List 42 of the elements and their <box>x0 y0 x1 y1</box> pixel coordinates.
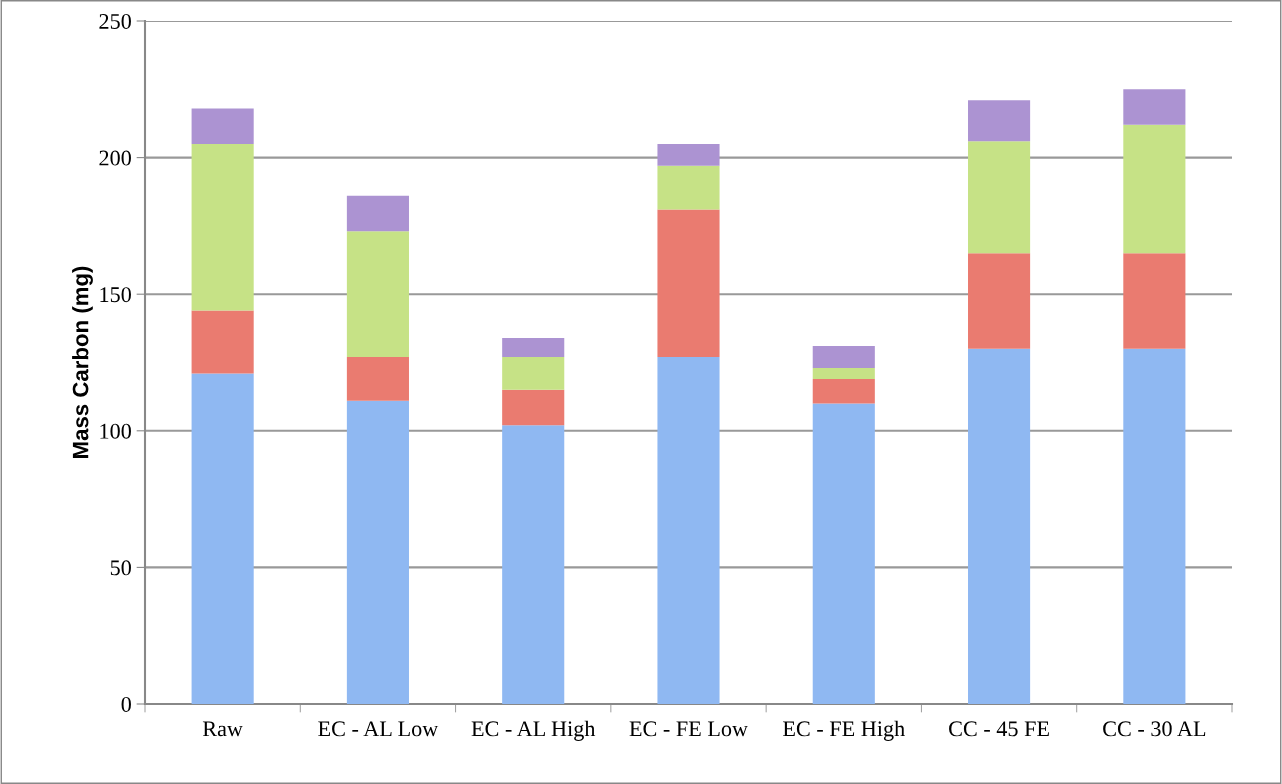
bar <box>657 165 720 210</box>
bar <box>502 425 565 704</box>
x-tick-label: Raw <box>202 721 243 737</box>
y-tick-label: 150 <box>100 287 131 303</box>
bar <box>812 346 875 368</box>
bar <box>346 400 409 704</box>
x-tick-label: EC - FE High <box>783 720 905 741</box>
bar <box>346 231 409 358</box>
x-tick-label: EC - AL High <box>471 720 596 741</box>
x-tick-label: CC - 30 AL <box>1103 721 1206 737</box>
bar <box>191 373 254 704</box>
y-tick-label: 0 <box>121 696 131 712</box>
bar <box>346 357 409 401</box>
y-tick-label: 100 <box>100 423 131 439</box>
bar <box>191 310 254 374</box>
bar <box>502 357 565 390</box>
bar <box>968 100 1031 142</box>
bar <box>502 337 565 358</box>
bar <box>1123 348 1186 704</box>
bar <box>968 253 1031 349</box>
bar <box>968 348 1031 704</box>
bar <box>812 378 875 404</box>
x-tick-label: EC - FE Low <box>629 721 748 737</box>
x-tick-label: EC - AL Low <box>318 721 439 737</box>
bar <box>657 357 720 704</box>
bar <box>346 195 409 232</box>
y-tick-label: 250 <box>99 13 131 29</box>
bar <box>657 209 720 358</box>
y-tick-label: 200 <box>99 150 131 166</box>
bar <box>812 367 875 379</box>
y-tick-label: 50 <box>110 560 131 576</box>
bar <box>1123 89 1186 125</box>
bar <box>191 143 254 311</box>
bar <box>1123 253 1186 349</box>
bar <box>812 403 875 704</box>
bar <box>502 389 565 426</box>
bar <box>657 143 720 166</box>
bar <box>191 108 254 144</box>
x-tick-label: CC - 45 FE <box>949 721 1049 737</box>
y-axis-title: Mass Carbon (mg) <box>72 266 93 458</box>
bar <box>968 141 1031 254</box>
bar <box>1123 124 1186 254</box>
